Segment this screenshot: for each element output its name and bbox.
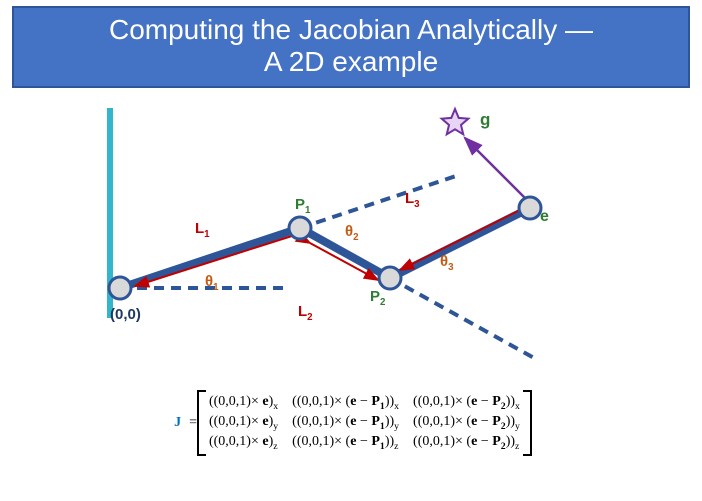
label-L2: L2 (298, 303, 313, 323)
label-L3: L3 (405, 190, 420, 210)
label-L1: L1 (195, 220, 210, 240)
matrix-cell: ((0,0,1)× e)y (209, 414, 278, 432)
matrix-cell: ((0,0,1)× (e − P2))x (413, 394, 520, 412)
label-t2: θ2 (345, 223, 359, 243)
matrix-cell: ((0,0,1)× (e − P1))y (292, 414, 399, 432)
label-g: g (480, 110, 490, 130)
matrix-cell: ((0,0,1)× e)z (209, 434, 278, 452)
title-line-1: Computing the Jacobian Analytically — (24, 14, 678, 46)
label-t1: θ1 (205, 273, 219, 293)
title-bar: Computing the Jacobian Analytically — A … (12, 6, 690, 88)
label-origin: (0,0) (110, 306, 141, 323)
matrix-cell: ((0,0,1)× (e − P1))x (292, 394, 399, 412)
matrix-cell: ((0,0,1)× (e − P2))y (413, 414, 520, 432)
equals-sign: = (189, 415, 197, 431)
matrix-cell: ((0,0,1)× (e − P1))z (292, 434, 399, 452)
label-P1: P1 (295, 196, 310, 216)
matrix-cell: ((0,0,1)× e)x (209, 394, 278, 412)
matrix-cell: ((0,0,1)× (e − P2))z (413, 434, 520, 452)
jacobian-symbol: J (174, 415, 181, 431)
diagram-stage: L1 L2 L3 P1 P2 e g θ1 θ2 θ3 (0,0) (0, 88, 702, 388)
jacobian-equation: J = ((0,0,1)× e)x((0,0,1)× (e − P1))x((0… (0, 392, 702, 453)
title-line-2: A 2D example (24, 46, 678, 78)
label-t3: θ3 (440, 253, 454, 273)
label-P2: P2 (370, 288, 385, 308)
jacobian-matrix: ((0,0,1)× e)x ((0,0,1)× (e − P1))x ((0,0,1… (201, 392, 528, 453)
label-e: e (540, 208, 549, 226)
